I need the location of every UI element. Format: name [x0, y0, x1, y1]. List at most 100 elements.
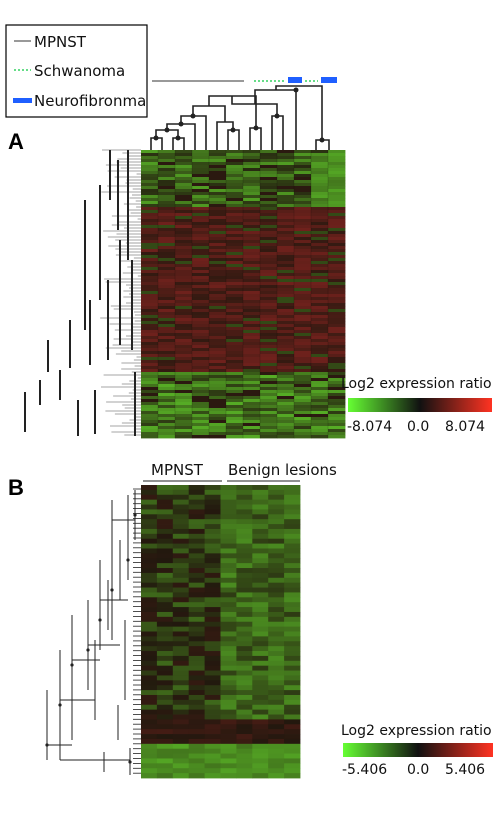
heatmap-cell: [277, 375, 295, 379]
heatmap-cell: [268, 587, 285, 593]
heatmap-cell: [188, 543, 205, 549]
heatmap-cell: [220, 524, 237, 530]
heatmap-cell: [141, 189, 159, 193]
heatmap-cell: [268, 533, 285, 540]
heatmap-cell: [141, 150, 159, 154]
heatmap-cell: [226, 183, 244, 187]
heatmap-cell: [284, 743, 301, 750]
heatmap-cell: [209, 255, 227, 259]
heatmap-cell: [226, 159, 244, 163]
heatmap-cell: [243, 195, 261, 199]
heatmap-cell: [192, 342, 210, 346]
heatmap-cell: [226, 354, 244, 358]
heatmap-cell: [311, 312, 329, 316]
heatmap-cell: [209, 291, 227, 295]
heatmap-cell: [175, 363, 193, 367]
heatmap-cell: [328, 324, 346, 328]
heatmap-cell: [158, 279, 176, 283]
heatmap-cell: [260, 219, 278, 223]
heatmap-cell: [236, 758, 253, 764]
heatmap-cell: [141, 426, 159, 430]
heatmap-cell: [243, 384, 261, 388]
heatmap-cell: [158, 219, 176, 223]
heatmap-cell: [260, 411, 278, 415]
heatmap-cell: [260, 417, 278, 421]
heatmap-cell: [236, 704, 253, 711]
heatmap-cell: [294, 222, 312, 226]
heatmap-cell: [175, 342, 193, 346]
heatmap-cell: [204, 572, 221, 579]
heatmap-cell: [252, 592, 269, 598]
heatmap-cell: [236, 616, 253, 623]
heatmap-cell: [158, 261, 176, 265]
heatmap-cell: [236, 485, 253, 491]
heatmap-cell: [252, 738, 269, 745]
heatmap-cell: [268, 768, 285, 774]
heatmap-cell: [236, 685, 253, 691]
heatmap-cell: [220, 519, 237, 525]
heatmap-cell: [226, 270, 244, 274]
heatmap-cell: [158, 306, 176, 310]
heatmap-cell: [226, 345, 244, 349]
heatmap-cell: [209, 201, 227, 205]
heatmap-cell: [311, 318, 329, 322]
heatmap-cell: [175, 396, 193, 400]
heatmap-cell: [156, 621, 174, 628]
heatmap-cell: [141, 743, 158, 750]
heatmap-cell: [243, 363, 261, 367]
heatmap-cell: [192, 162, 210, 166]
heatmap-cell: [328, 228, 346, 232]
heatmap-cell: [243, 417, 261, 421]
heatmap-cell: [220, 646, 237, 652]
heatmap-cell: [284, 616, 301, 623]
heatmap-cell: [209, 393, 227, 397]
heatmap-cell: [294, 237, 312, 241]
heatmap-cell: [260, 201, 278, 205]
heatmap-cell: [226, 150, 244, 154]
heatmap-cell: [158, 285, 176, 289]
heatmap-cell: [277, 327, 295, 331]
heatmap-cell: [284, 553, 301, 559]
panel-b-letter: B: [8, 475, 24, 500]
heatmap-cell: [252, 646, 269, 652]
heatmap-cell: [243, 306, 261, 310]
heatmap-cell: [204, 773, 221, 779]
heatmap-cell: [252, 528, 269, 535]
heatmap-cell: [260, 177, 278, 181]
heatmap-cell: [328, 387, 346, 391]
heatmap-cell: [156, 729, 174, 735]
heatmap-cell: [328, 306, 346, 310]
heatmap-cell: [209, 276, 227, 280]
panel-b-scale: Log2 expression ratio -5.406 0.0 5.406: [341, 723, 493, 778]
dendro-a-link: [192, 105, 226, 122]
heatmap-cell: [268, 734, 285, 740]
legend: MPNST Schwanoma Neurofibronma: [5, 24, 148, 118]
heatmap-cell: [243, 339, 261, 343]
heatmap-cell: [311, 381, 329, 385]
heatmap-cell: [311, 183, 329, 187]
heatmap-cell: [328, 246, 346, 250]
heatmap-cell: [294, 342, 312, 346]
heatmap-cell: [226, 375, 244, 379]
heatmap-cell: [277, 201, 295, 205]
heatmap-cell: [204, 626, 221, 632]
heatmap-cell: [226, 222, 244, 226]
heatmap-cell: [284, 734, 301, 740]
heatmap-cell: [226, 255, 244, 259]
heatmap-cell: [158, 336, 176, 340]
heatmap-cell: [141, 216, 159, 220]
heatmap-cell: [175, 270, 193, 274]
heatmap-cell: [243, 216, 261, 220]
heatmap-cell: [243, 255, 261, 259]
heatmap-cell: [294, 171, 312, 175]
heatmap-cell: [328, 333, 346, 337]
heatmap-cell: [158, 288, 176, 292]
heatmap-cell: [204, 685, 221, 691]
heatmap-cell: [236, 499, 253, 505]
heatmap-cell: [141, 408, 159, 412]
heatmap-cell: [220, 709, 237, 715]
heatmap-cell: [252, 763, 269, 769]
heatmap-cell: [268, 528, 285, 535]
heatmap-cell: [209, 369, 227, 373]
heatmap-cell: [209, 249, 227, 253]
